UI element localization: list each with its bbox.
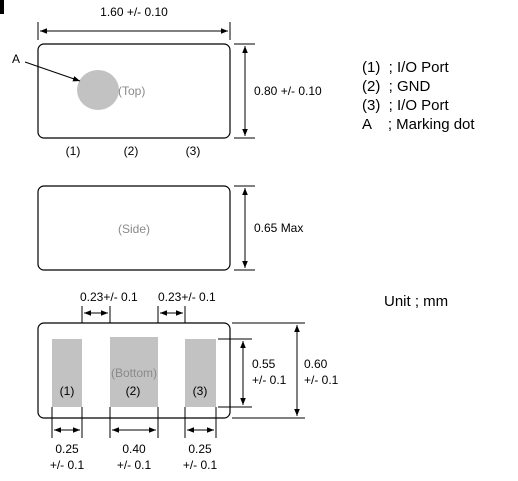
pad-1: [52, 339, 82, 407]
pad-width-1: 0.25: [55, 442, 79, 456]
top-body-outline: [37, 43, 231, 139]
pad-width-3: 0.25: [188, 442, 212, 456]
unit-note: Unit ; mm: [384, 293, 448, 310]
legend-item-3: (3) ; I/O Port: [362, 97, 450, 114]
side-view: (Side) 0.65 Max: [37, 185, 303, 271]
top-width-dimension: 1.60 +/- 0.10: [100, 5, 168, 19]
side-body-outline: [37, 185, 231, 271]
pad-width-3-tolerance: +/- 0.1: [183, 458, 218, 472]
body-height-dimension: 0.60: [304, 357, 328, 371]
marker-label-a: A: [12, 52, 20, 66]
pad-2: [110, 337, 158, 407]
legend-item-4: A ; Marking dot: [362, 116, 475, 133]
side-height-dimension: 0.65 Max: [254, 221, 303, 235]
top-label: (Top): [118, 84, 145, 98]
pad-width-2-tolerance: +/- 0.1: [117, 458, 152, 472]
gap-dimension-2: 0.23+/- 0.1: [158, 290, 216, 304]
legend: (1) ; I/O Port (2) ; GND (3) ; I/O Port …: [362, 59, 475, 133]
pad-width-2: 0.40: [122, 442, 146, 456]
bottom-pin-3: (3): [193, 384, 208, 398]
bottom-pin-1: (1): [60, 384, 75, 398]
bottom-pin-2: (2): [126, 384, 141, 398]
pad-3: [185, 339, 216, 407]
marker-leader: [24, 61, 81, 82]
corner-mark: [0, 0, 4, 14]
gap-dimension-1: 0.23+/- 0.1: [80, 290, 138, 304]
top-pin-2: (2): [124, 144, 139, 158]
marking-dot: [77, 70, 119, 110]
bottom-view: 0.23+/- 0.1 0.23+/- 0.1 (Bottom) (1) (2)…: [37, 290, 339, 472]
pad-height-dimension: 0.55: [252, 357, 276, 371]
legend-item-1: (1) ; I/O Port: [362, 59, 450, 76]
top-pin-1: (1): [66, 144, 81, 158]
top-height-dimension: 0.80 +/- 0.10: [254, 84, 322, 98]
bottom-label: (Bottom): [111, 366, 157, 380]
pad-height-tolerance: +/- 0.1: [252, 373, 287, 387]
top-view: 1.60 +/- 0.10 (Top) A 0.80 +/- 0.10 (1) …: [12, 5, 322, 158]
top-pin-3: (3): [186, 144, 201, 158]
side-label: (Side): [118, 222, 150, 236]
body-height-tolerance: +/- 0.1: [304, 373, 339, 387]
pad-width-1-tolerance: +/- 0.1: [50, 458, 85, 472]
legend-item-2: (2) ; GND: [362, 78, 431, 95]
